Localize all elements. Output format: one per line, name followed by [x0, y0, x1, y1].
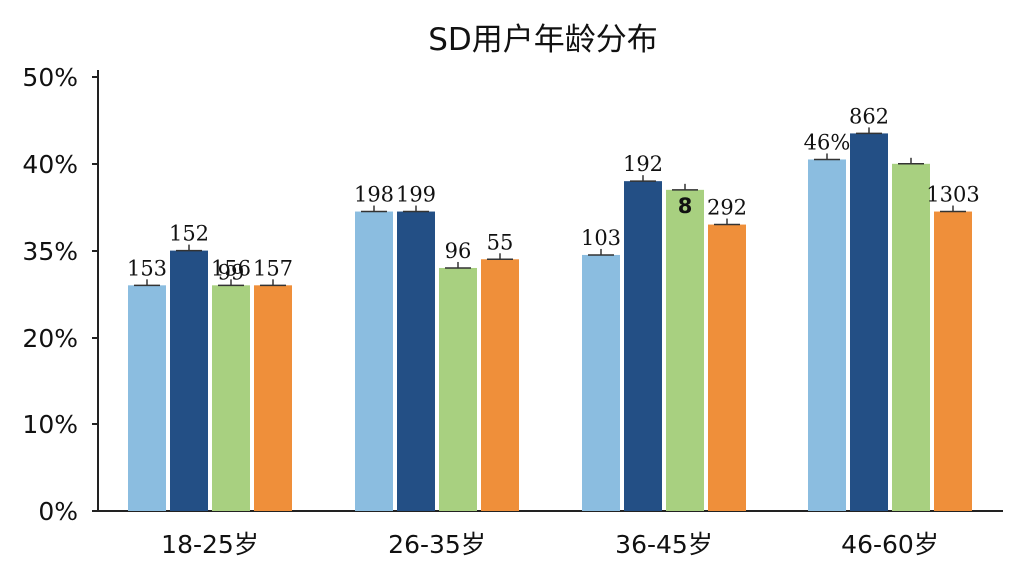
bar [212, 285, 250, 511]
data-label: 198 [354, 183, 394, 207]
bar [808, 159, 846, 511]
data-label: 153 [127, 256, 167, 280]
data-label: 99 [218, 260, 245, 284]
y-tick-label: 20% [22, 324, 78, 353]
bar [397, 211, 435, 512]
y-axis: 0% 10% 20% 35% 40% 50% [22, 63, 99, 526]
y-tick-label: 35% [22, 237, 78, 266]
x-tick-label: 26-35岁 [388, 530, 486, 559]
bar [934, 211, 972, 512]
bar [355, 211, 393, 512]
x-tick-label: 18-25岁 [161, 530, 259, 559]
bar [128, 285, 166, 511]
x-tick-label: 46-60岁 [841, 530, 939, 559]
data-label: 96 [445, 239, 472, 263]
bar [170, 250, 208, 511]
bar [254, 285, 292, 511]
y-tick-label: 10% [22, 410, 78, 439]
data-label: 55 [487, 230, 514, 254]
data-label: 292 [707, 196, 747, 220]
data-label: 8 [678, 194, 693, 218]
bars [128, 127, 972, 512]
data-label: 157 [253, 256, 293, 280]
data-label: 1303 [926, 183, 979, 207]
y-tick-label: 40% [22, 150, 78, 179]
data-label: 862 [849, 104, 889, 128]
chart-title: SD用户年龄分布 [428, 22, 658, 58]
bar [850, 133, 888, 512]
data-label: 46% [804, 130, 851, 154]
bar [582, 254, 620, 511]
bar [439, 267, 477, 511]
bar [708, 224, 746, 511]
y-tick-label: 0% [38, 497, 78, 526]
bar [624, 181, 662, 511]
bar [666, 189, 704, 511]
x-tick-label: 36-45岁 [615, 530, 713, 559]
data-label: 199 [396, 183, 436, 207]
data-label: 156 [211, 256, 251, 280]
data-label: 152 [169, 222, 209, 246]
data-label: 192 [623, 152, 663, 176]
bar [892, 163, 930, 512]
bar [481, 259, 519, 511]
x-axis: 18-25岁 26-35岁 36-45岁 46-60岁 [98, 510, 1003, 559]
y-tick-label: 50% [22, 63, 78, 92]
data-label: 103 [581, 226, 621, 250]
